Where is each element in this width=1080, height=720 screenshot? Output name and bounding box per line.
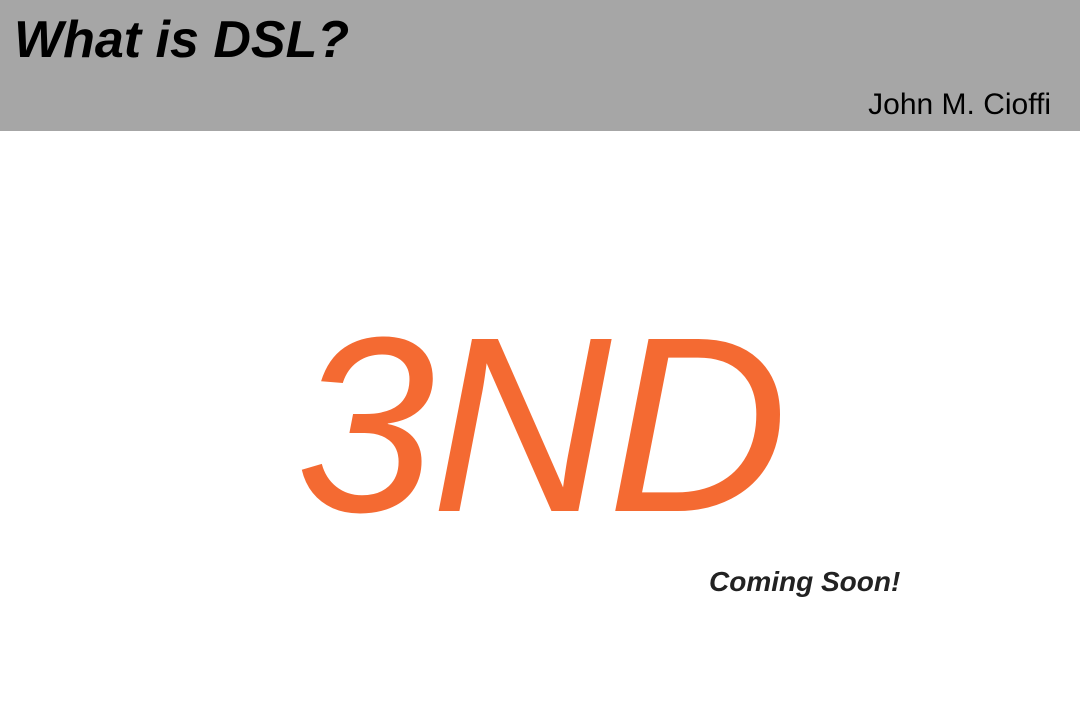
headline-text: 3ND [295,285,788,564]
slide-title: What is DSL? [14,11,350,69]
header-band: What is DSL? John M. Cioffi [0,0,1080,131]
author-name: John M. Cioffi [868,88,1051,121]
coming-soon-text: Coming Soon! [709,566,901,597]
